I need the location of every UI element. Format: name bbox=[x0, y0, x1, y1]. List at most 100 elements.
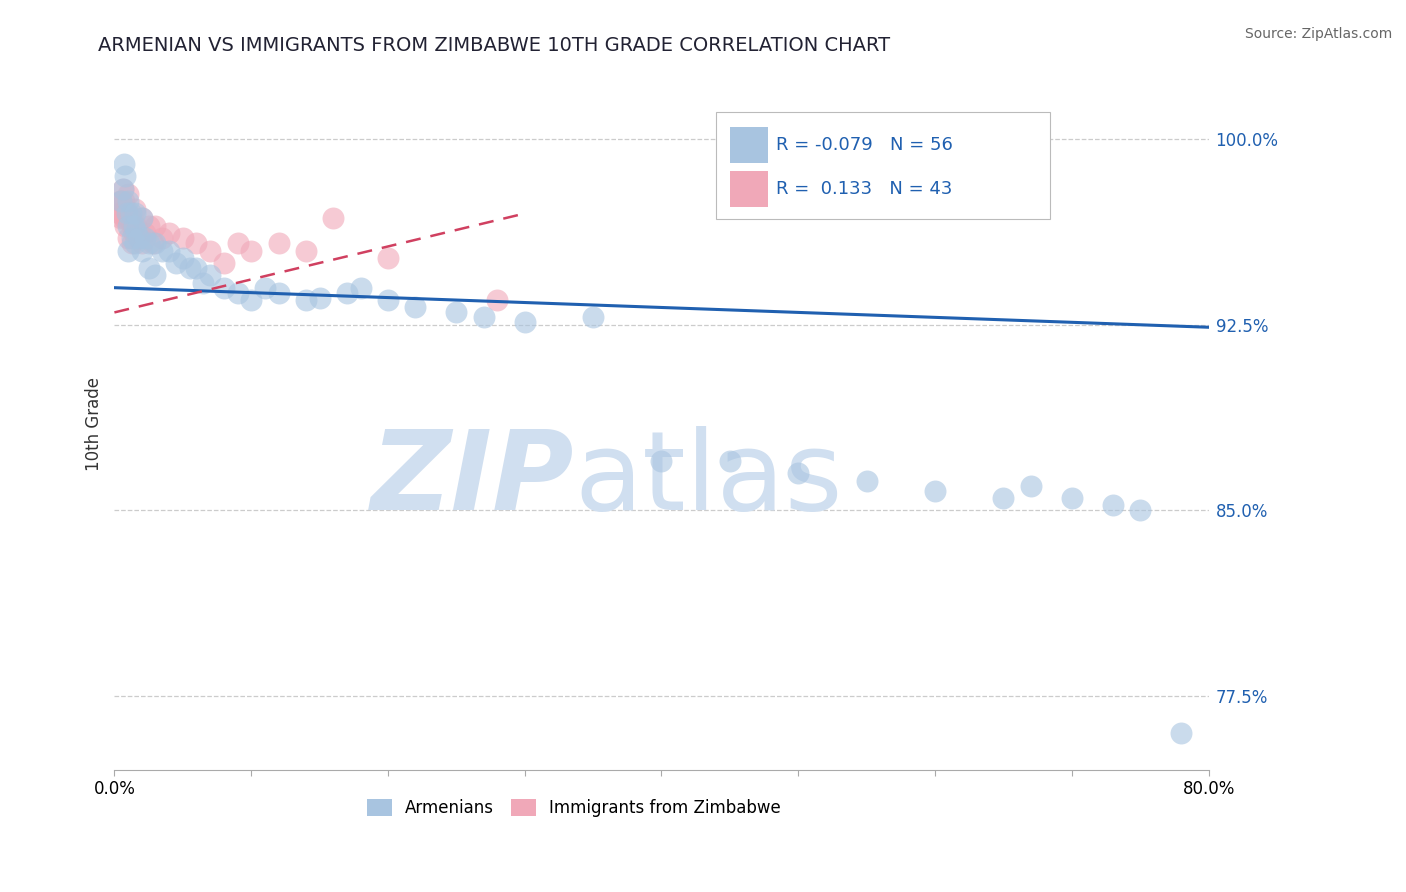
Text: ZIP: ZIP bbox=[370, 425, 574, 533]
Point bbox=[110, 211, 132, 226]
Point bbox=[121, 236, 143, 251]
Point bbox=[186, 260, 208, 275]
Point bbox=[513, 315, 536, 329]
Point bbox=[114, 219, 136, 233]
Text: R = -0.079   N = 56: R = -0.079 N = 56 bbox=[776, 136, 953, 153]
Point bbox=[240, 293, 263, 307]
Point bbox=[111, 182, 134, 196]
Text: R =  0.133   N = 43: R = 0.133 N = 43 bbox=[776, 180, 953, 198]
Point bbox=[295, 244, 318, 258]
Point bbox=[121, 219, 143, 233]
Point bbox=[1170, 726, 1192, 740]
Point bbox=[446, 305, 468, 319]
Point bbox=[212, 256, 235, 270]
Point bbox=[1129, 503, 1152, 517]
Point bbox=[134, 231, 156, 245]
Point bbox=[157, 244, 180, 258]
Point bbox=[122, 219, 145, 233]
Point bbox=[127, 231, 149, 245]
Point bbox=[125, 224, 148, 238]
Point bbox=[125, 219, 148, 233]
Point bbox=[124, 236, 146, 251]
Legend: Armenians, Immigrants from Zimbabwe: Armenians, Immigrants from Zimbabwe bbox=[360, 792, 787, 824]
Point bbox=[486, 293, 509, 307]
Point bbox=[117, 186, 139, 201]
Point bbox=[142, 236, 165, 251]
Point bbox=[855, 474, 877, 488]
Point bbox=[117, 244, 139, 258]
Point bbox=[121, 231, 143, 245]
Point bbox=[131, 211, 153, 226]
Point bbox=[993, 491, 1015, 505]
Text: ARMENIAN VS IMMIGRANTS FROM ZIMBABWE 10TH GRADE CORRELATION CHART: ARMENIAN VS IMMIGRANTS FROM ZIMBABWE 10T… bbox=[98, 36, 890, 54]
FancyBboxPatch shape bbox=[731, 127, 768, 162]
Point bbox=[582, 310, 605, 325]
Point bbox=[122, 227, 145, 241]
Point bbox=[186, 236, 208, 251]
FancyBboxPatch shape bbox=[716, 112, 1050, 219]
Point bbox=[131, 236, 153, 251]
Point bbox=[117, 219, 139, 233]
Text: Source: ZipAtlas.com: Source: ZipAtlas.com bbox=[1244, 27, 1392, 41]
Point bbox=[179, 260, 201, 275]
Point bbox=[198, 244, 221, 258]
Point bbox=[240, 244, 263, 258]
Point bbox=[1101, 499, 1123, 513]
Point bbox=[212, 281, 235, 295]
Point bbox=[128, 227, 150, 241]
Point bbox=[349, 281, 371, 295]
Point bbox=[157, 227, 180, 241]
Point bbox=[124, 206, 146, 220]
Point bbox=[120, 206, 142, 220]
Point bbox=[112, 194, 135, 208]
Point bbox=[267, 285, 290, 300]
Point bbox=[111, 206, 134, 220]
Point bbox=[226, 285, 249, 300]
Point bbox=[308, 291, 330, 305]
Point bbox=[145, 268, 167, 283]
Point bbox=[110, 194, 132, 208]
Point bbox=[253, 281, 276, 295]
Point bbox=[112, 211, 135, 226]
Point bbox=[114, 169, 136, 184]
Point bbox=[322, 211, 344, 226]
Point bbox=[120, 211, 142, 226]
Point bbox=[193, 276, 215, 290]
Y-axis label: 10th Grade: 10th Grade bbox=[86, 376, 103, 471]
Point bbox=[377, 293, 399, 307]
Point bbox=[150, 244, 173, 258]
FancyBboxPatch shape bbox=[731, 171, 768, 207]
Point bbox=[108, 194, 131, 208]
Point bbox=[117, 206, 139, 220]
Point bbox=[924, 483, 946, 498]
Point bbox=[295, 293, 318, 307]
Point bbox=[131, 244, 153, 258]
Point bbox=[718, 454, 741, 468]
Point bbox=[150, 231, 173, 245]
Point bbox=[111, 182, 134, 196]
Point bbox=[138, 260, 160, 275]
Point bbox=[124, 227, 146, 241]
Point bbox=[115, 206, 138, 220]
Point bbox=[198, 268, 221, 283]
Point bbox=[404, 301, 426, 315]
Point bbox=[114, 202, 136, 216]
Point bbox=[1060, 491, 1083, 505]
Point bbox=[107, 206, 129, 220]
Point bbox=[267, 236, 290, 251]
Point bbox=[117, 194, 139, 208]
Point bbox=[134, 227, 156, 241]
Point bbox=[128, 231, 150, 245]
Point bbox=[226, 236, 249, 251]
Point bbox=[124, 202, 146, 216]
Point bbox=[131, 211, 153, 226]
Point bbox=[377, 251, 399, 265]
Point bbox=[472, 310, 495, 325]
Point bbox=[112, 157, 135, 171]
Point bbox=[172, 231, 194, 245]
Point bbox=[138, 236, 160, 251]
Point bbox=[650, 454, 672, 468]
Text: atlas: atlas bbox=[574, 425, 842, 533]
Point bbox=[165, 256, 187, 270]
Point bbox=[138, 219, 160, 233]
